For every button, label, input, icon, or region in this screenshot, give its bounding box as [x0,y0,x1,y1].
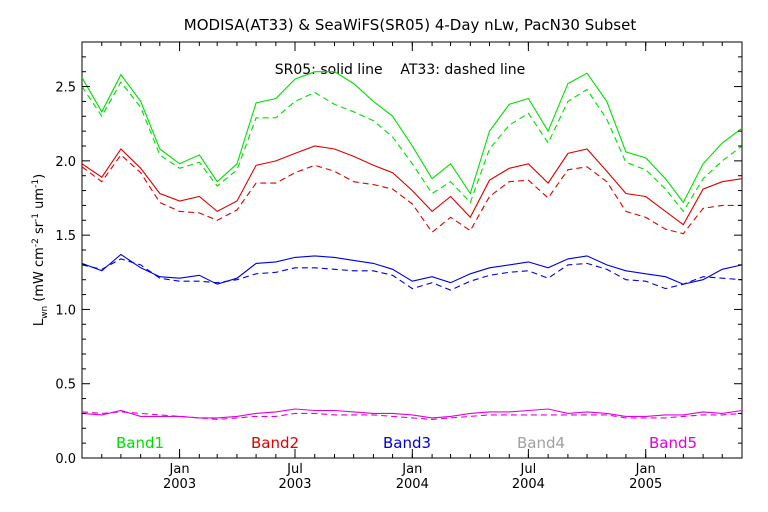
series-band1-sr05 [81,71,743,204]
line-style-annotation: SR05: solid line AT33: dashed line [275,62,526,78]
x-tick-year: 2004 [396,477,429,492]
chart-title: MODISA(AT33) & SeaWiFS(SR05) 4-Day nLw, … [184,16,637,34]
x-tick-month: Jan [635,462,656,477]
y-tick-label: 1.0 [55,303,76,318]
legend-band2: Band2 [251,434,299,452]
plot-border [81,41,743,459]
x-tick-month: Jan [169,462,190,477]
y-axis-ticks: 0.0 0.5 1.0 1.5 2.0 2.5 [55,56,742,467]
series-band1-at33 [81,81,743,213]
series-layer [81,71,743,420]
y-tick-label: 2.5 [55,81,76,96]
x-tick-year: 2005 [629,477,662,492]
series-band3-sr05 [81,253,743,285]
legend-band5: Band5 [649,434,697,452]
x-tick-year: 2003 [163,477,196,492]
legend-band1: Band1 [116,434,164,452]
legend-band4: Band4 [517,434,565,452]
y-tick-label: 0.5 [55,378,76,393]
y-tick-label: 0.0 [55,452,76,467]
y-axis-label: Lwn (mW cm-2 sr-1 um-1) [31,174,50,326]
series-band5-sr05 [81,408,743,419]
y-tick-label: 1.5 [55,229,76,244]
series-band2-sr05 [81,145,743,226]
x-tick-month: Jan [401,462,422,477]
series-band5-at33 [81,411,743,420]
y-axis-title: Lwn (mW cm-2 sr-1 um-1) [31,174,50,326]
series-band3-at33 [81,258,743,291]
x-tick-month: Jul [520,462,537,477]
legend: Band1 Band2 Band3 Band4 Band5 [116,434,697,452]
y-tick-label: 2.0 [55,155,76,170]
x-tick-year: 2004 [512,477,545,492]
x-tick-year: 2003 [278,477,311,492]
x-tick-month: Jul [286,462,303,477]
legend-band3: Band3 [383,434,431,452]
plot-frame [81,41,743,459]
series-band2-at33 [81,154,742,235]
